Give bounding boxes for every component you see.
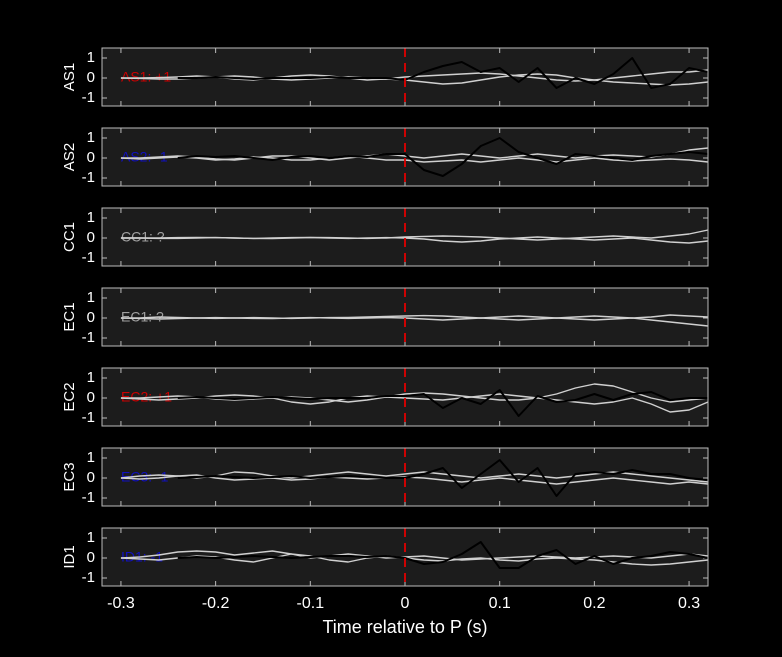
trace	[177, 459, 709, 497]
trace	[120, 474, 709, 485]
trace	[120, 550, 709, 561]
x-tick-label: -0.2	[202, 595, 230, 612]
trace	[177, 541, 709, 569]
y-tick-label: 0	[87, 229, 95, 246]
y-tick-label: 0	[87, 469, 95, 486]
y-tick-label: 1	[87, 369, 95, 386]
trace	[120, 393, 709, 413]
panel: -1 0 1 EC1 EC1: ?	[61, 287, 709, 347]
x-tick-label: -0.3	[107, 595, 135, 612]
y-tick-label: -1	[82, 569, 95, 586]
x-tick-label: 0	[401, 595, 410, 612]
plot-frame	[101, 207, 709, 267]
annotation: AS1: +1	[121, 69, 171, 85]
annotation: AS2: -1	[121, 149, 168, 165]
y-tick-label: 0	[87, 549, 95, 566]
panel: -1 0 1 AS2 AS2: -1	[61, 127, 709, 187]
trace	[120, 316, 709, 327]
y-axis-label: EC1	[61, 302, 78, 331]
trace	[120, 236, 709, 244]
y-tick-label: 1	[87, 529, 95, 546]
panel: -1 0 1 EC2 EC2: +1	[61, 367, 709, 427]
y-axis-label: EC2	[61, 382, 78, 411]
y-axis-label: ID1	[61, 545, 78, 568]
trace	[177, 137, 709, 177]
plot-frame	[101, 47, 709, 107]
plot-frame	[101, 447, 709, 507]
y-tick-label: 1	[87, 129, 95, 146]
panel: -1 0 1 EC3 EC3: -1	[61, 447, 709, 507]
annotation: EC3: -1	[121, 469, 169, 485]
y-tick-label: 0	[87, 69, 95, 86]
annotation: CC1: ?	[121, 229, 165, 245]
y-tick-label: 1	[87, 289, 95, 306]
x-tick-label: 0.1	[489, 595, 511, 612]
x-axis-label: Time relative to P (s)	[322, 617, 487, 637]
trace	[177, 57, 709, 89]
y-tick-label: -1	[82, 169, 95, 186]
x-tick-label: 0.2	[583, 595, 605, 612]
y-tick-label: 0	[87, 389, 95, 406]
y-tick-label: -1	[82, 489, 95, 506]
plot-frame	[101, 367, 709, 427]
y-axis-label: EC3	[61, 462, 78, 491]
plot-frame	[101, 127, 709, 187]
panel: -1 0 1 AS1 AS1: +1	[61, 47, 709, 107]
annotation: EC1: ?	[121, 309, 164, 325]
x-tick-label: 0.3	[678, 595, 700, 612]
y-tick-label: -1	[82, 329, 95, 346]
y-tick-label: 1	[87, 209, 95, 226]
y-tick-label: 1	[87, 449, 95, 466]
y-axis-label: AS2	[61, 143, 78, 171]
y-tick-label: 0	[87, 309, 95, 326]
y-tick-label: -1	[82, 89, 95, 106]
panel: -1 0 1 CC1 CC1: ?	[61, 207, 709, 267]
y-tick-label: 0	[87, 149, 95, 166]
plot-frame	[101, 527, 709, 587]
y-axis-label: AS1	[61, 63, 78, 91]
plot-frame	[101, 287, 709, 347]
y-axis-label: CC1	[61, 222, 78, 252]
trace	[177, 389, 708, 417]
x-tick-label: -0.1	[297, 595, 325, 612]
annotation: EC2: +1	[121, 389, 172, 405]
y-tick-label: -1	[82, 409, 95, 426]
y-tick-label: -1	[82, 249, 95, 266]
y-tick-label: 1	[87, 49, 95, 66]
